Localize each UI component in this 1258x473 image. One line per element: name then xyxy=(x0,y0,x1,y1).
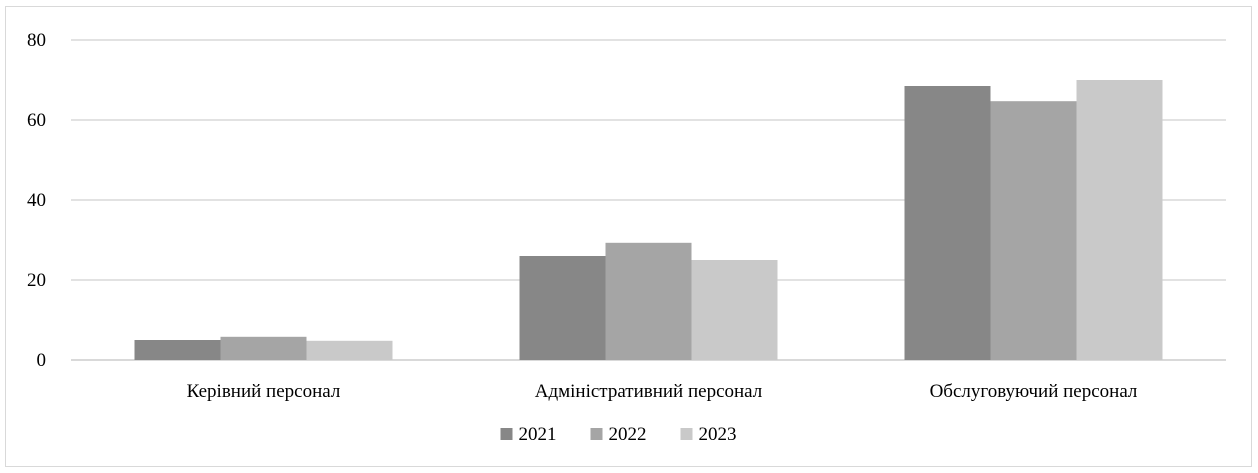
legend-label: 2023 xyxy=(699,424,737,445)
chart-frame: 0 20 40 60 80 Керівний персонал Адміністративн… xyxy=(5,6,1252,467)
bar-chart: 0 20 40 60 80 Керівний персонал Адміністративн… xyxy=(27,30,1226,445)
legend-label: 2021 xyxy=(519,424,557,445)
category-label: Керівний персонал xyxy=(187,381,341,402)
bar-2022 xyxy=(605,242,692,360)
y-tick-label: 0 xyxy=(37,350,47,371)
y-tick-label: 20 xyxy=(27,270,46,291)
legend-swatch-2022 xyxy=(590,428,603,440)
bar-2022 xyxy=(990,101,1077,360)
bar-2022 xyxy=(220,336,307,360)
legend-label: 2022 xyxy=(609,424,647,445)
bar-2023 xyxy=(1076,80,1163,360)
y-tick-label: 40 xyxy=(27,190,46,211)
legend-swatch-2023 xyxy=(680,428,693,440)
legend-swatch-2021 xyxy=(500,428,513,440)
bar-2021 xyxy=(134,340,221,360)
bar-2023 xyxy=(306,340,393,360)
category-label: Обслуговуючий персонал xyxy=(930,381,1138,402)
bar-2021 xyxy=(519,256,606,360)
bar-2021 xyxy=(904,86,991,360)
bar-2023 xyxy=(691,260,778,360)
y-tick-label: 60 xyxy=(27,110,46,131)
category-label: Адміністративний персонал xyxy=(535,381,763,402)
y-tick-label: 80 xyxy=(27,30,46,51)
